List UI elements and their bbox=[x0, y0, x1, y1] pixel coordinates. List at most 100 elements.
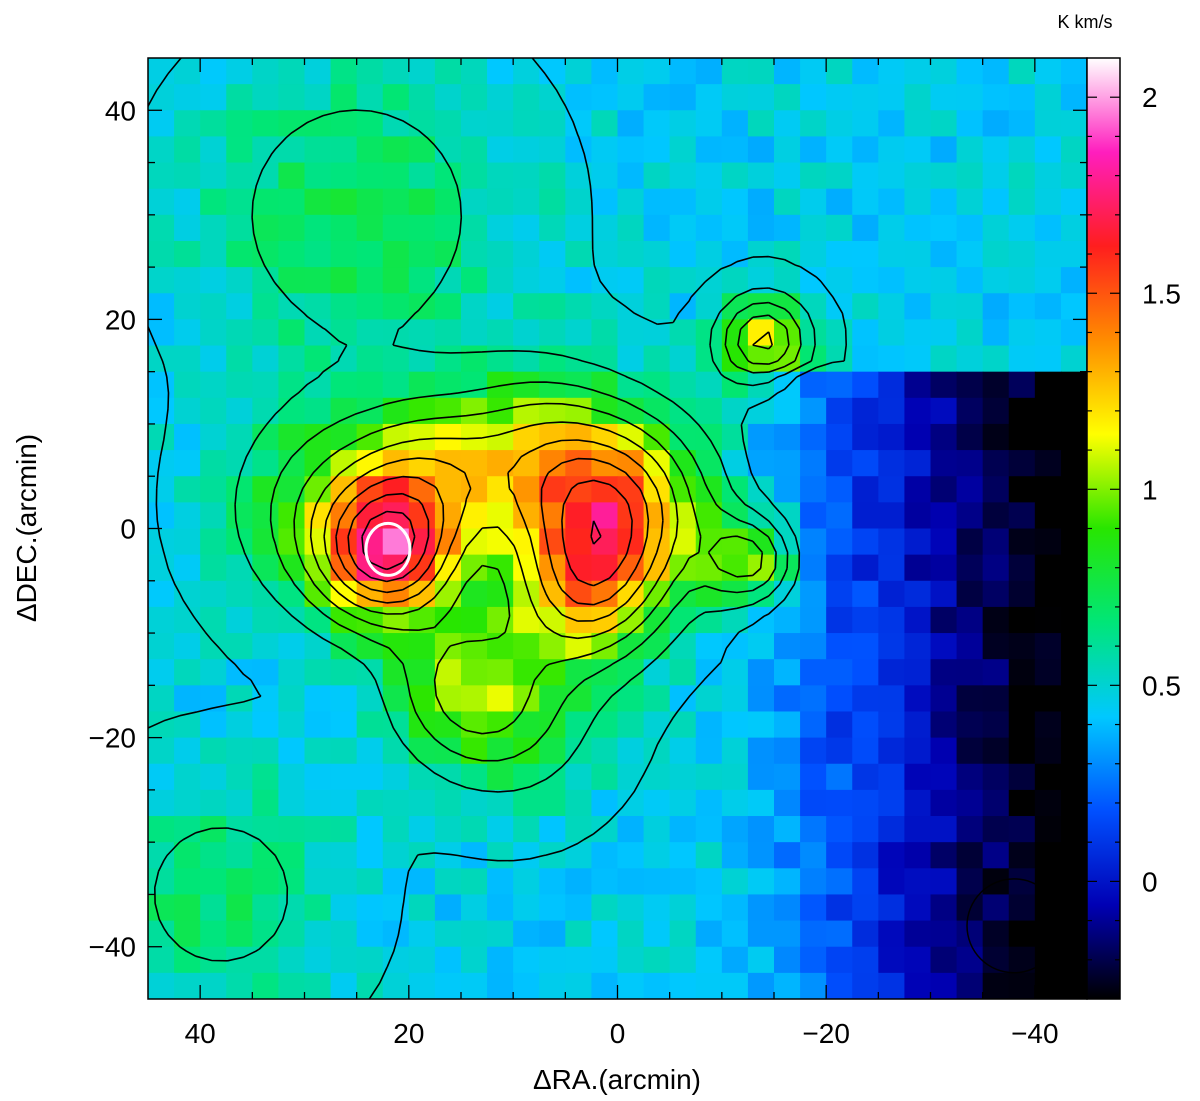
heatmap-cell bbox=[956, 711, 984, 739]
heatmap-cell bbox=[982, 816, 1010, 843]
heatmap-cell bbox=[800, 397, 827, 425]
heatmap-cell bbox=[1060, 319, 1087, 347]
heatmap-cell bbox=[200, 136, 227, 164]
heatmap-cell bbox=[252, 554, 280, 582]
heatmap-cell bbox=[591, 162, 619, 190]
heatmap-cell bbox=[226, 162, 253, 190]
heatmap-cell bbox=[487, 763, 514, 791]
heatmap-cell bbox=[982, 842, 1010, 869]
heatmap-cell bbox=[278, 423, 306, 451]
heatmap-cell bbox=[487, 84, 514, 111]
heatmap-cell bbox=[930, 580, 958, 608]
heatmap-cell bbox=[356, 423, 384, 451]
heatmap-cell bbox=[721, 188, 749, 216]
heatmap-cell bbox=[721, 946, 749, 974]
heatmap-cell bbox=[669, 868, 697, 896]
heatmap-cell bbox=[304, 528, 332, 556]
heatmap-cell bbox=[982, 110, 1010, 138]
heatmap-cell bbox=[200, 58, 227, 85]
heatmap-cell bbox=[904, 711, 932, 739]
heatmap-cell bbox=[278, 659, 306, 686]
heatmap-cell bbox=[487, 685, 514, 713]
heatmap-cell bbox=[356, 580, 384, 608]
heatmap-cell bbox=[1034, 633, 1062, 660]
heatmap-cell bbox=[174, 162, 201, 190]
heatmap-cell bbox=[721, 580, 749, 608]
heatmap-cell bbox=[565, 685, 593, 713]
heatmap-cell bbox=[330, 240, 358, 268]
heatmap-cell bbox=[278, 162, 306, 190]
colorbar-tick-label: 1.5 bbox=[1142, 278, 1181, 309]
heatmap-cell bbox=[226, 685, 253, 713]
heatmap-cell bbox=[695, 816, 723, 843]
heatmap-cell bbox=[539, 946, 566, 974]
heatmap-cell bbox=[982, 450, 1010, 477]
heatmap-cell bbox=[200, 214, 227, 242]
heatmap-cell bbox=[148, 162, 175, 190]
heatmap-cell bbox=[904, 162, 932, 190]
heatmap-cell bbox=[904, 319, 932, 347]
x-tick-label: 40 bbox=[185, 1018, 216, 1049]
heatmap-cell bbox=[826, 423, 853, 451]
heatmap-cell bbox=[930, 528, 958, 556]
heatmap-cell bbox=[617, 267, 645, 294]
heatmap-cell bbox=[539, 84, 566, 111]
heatmap-cell bbox=[826, 188, 853, 216]
heatmap-cell bbox=[148, 894, 175, 922]
heatmap-cell bbox=[1034, 188, 1062, 216]
heatmap-cell bbox=[852, 868, 879, 896]
heatmap-cell bbox=[800, 240, 827, 268]
heatmap-cell bbox=[826, 110, 853, 138]
heatmap-cell bbox=[669, 214, 697, 242]
heatmap-cell bbox=[148, 110, 175, 138]
heatmap-cell bbox=[774, 423, 801, 451]
heatmap-cell bbox=[956, 162, 984, 190]
heatmap-cell bbox=[1008, 789, 1036, 817]
heatmap-cell bbox=[278, 136, 306, 164]
heatmap-cell bbox=[747, 946, 775, 974]
heatmap-cell bbox=[695, 842, 723, 869]
heatmap-cell bbox=[878, 110, 906, 138]
heatmap-cell bbox=[1034, 423, 1062, 451]
heatmap-cell bbox=[1008, 188, 1036, 216]
heatmap-cell bbox=[695, 763, 723, 791]
heatmap-cell bbox=[930, 894, 958, 922]
heatmap-cell bbox=[774, 606, 801, 634]
heatmap-cell bbox=[591, 110, 619, 138]
heatmap-cell bbox=[513, 685, 540, 713]
heatmap-cell bbox=[982, 345, 1010, 373]
heatmap-cell bbox=[956, 240, 984, 268]
heatmap-cell bbox=[800, 946, 827, 974]
heatmap-cell bbox=[461, 763, 488, 791]
heatmap-cell bbox=[278, 711, 306, 739]
heatmap-cell bbox=[252, 580, 280, 608]
heatmap-cell bbox=[721, 868, 749, 896]
heatmap-cell bbox=[356, 371, 384, 399]
heatmap-cell bbox=[148, 554, 175, 582]
heatmap-cell bbox=[278, 894, 306, 922]
heatmap-cell bbox=[513, 816, 540, 843]
heatmap-cell bbox=[982, 502, 1010, 530]
heatmap-cell bbox=[956, 397, 984, 425]
heatmap-cell bbox=[278, 842, 306, 869]
contour-line bbox=[154, 109, 816, 962]
heatmap-cell bbox=[669, 737, 697, 765]
heatmap-cell bbox=[1034, 816, 1062, 843]
heatmap-cell bbox=[878, 580, 906, 608]
heatmap-cell bbox=[565, 789, 593, 817]
heatmap-cell bbox=[1034, 397, 1062, 425]
contour-lines bbox=[148, 58, 847, 999]
colorbar-tick-label: 1 bbox=[1142, 474, 1158, 505]
heatmap-cell bbox=[226, 894, 253, 922]
heatmap-cell bbox=[461, 946, 488, 974]
heatmap-cell bbox=[1008, 214, 1036, 242]
heatmap-cell bbox=[1034, 371, 1062, 399]
heatmap-cell bbox=[408, 816, 436, 843]
heatmap-cell bbox=[826, 397, 853, 425]
heatmap-cell bbox=[852, 58, 879, 85]
heatmap-cell bbox=[643, 972, 671, 999]
heatmap-cell bbox=[747, 319, 775, 347]
heatmap-cell bbox=[800, 58, 827, 85]
heatmap-cell bbox=[591, 816, 619, 843]
heatmap-cell bbox=[539, 423, 566, 451]
